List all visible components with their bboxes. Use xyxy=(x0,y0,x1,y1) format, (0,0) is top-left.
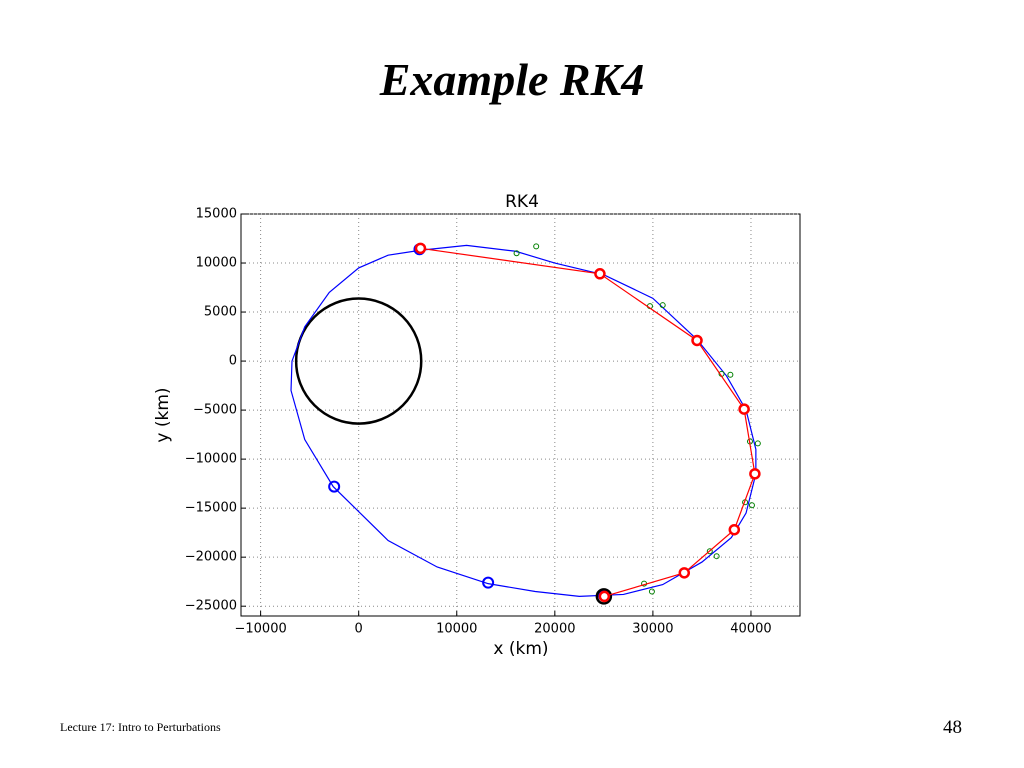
rk4-marker xyxy=(594,268,606,280)
earth xyxy=(294,297,423,425)
stage-marker xyxy=(727,371,734,378)
page-number: 48 xyxy=(943,717,962,738)
stage-marker xyxy=(533,243,540,250)
rk4-marker xyxy=(738,403,750,415)
orbit-line xyxy=(420,247,756,597)
x-axis-label: x (km) xyxy=(493,639,548,659)
y-tick-label: 10000 xyxy=(196,256,237,271)
stage-marker xyxy=(748,502,755,509)
stage-marker xyxy=(713,553,720,560)
y-tick-label: −25000 xyxy=(185,599,237,614)
y-tick-label: −5000 xyxy=(193,403,237,418)
y-axis-label: y (km) xyxy=(153,387,173,442)
slide-title: Example RK4 xyxy=(379,54,645,105)
x-tick-label: 40000 xyxy=(730,622,771,637)
y-tick-label: −20000 xyxy=(185,550,237,565)
start-marker xyxy=(595,588,613,605)
rk4-marker xyxy=(678,567,691,579)
y-tick-label: −10000 xyxy=(185,452,237,467)
y-tick-label: 15000 xyxy=(196,207,237,222)
stage-marker xyxy=(754,440,761,447)
x-tick-label: 0 xyxy=(355,622,363,637)
rk4-marker xyxy=(728,523,741,536)
blue-marker xyxy=(482,576,495,589)
plot-frame xyxy=(240,213,801,617)
rk4-marker xyxy=(414,242,427,255)
x-tick-label: −10000 xyxy=(234,622,286,637)
blue-marker xyxy=(328,480,341,493)
stage-marker xyxy=(648,588,655,595)
stage-marker xyxy=(659,302,666,309)
chart-title: RK4 xyxy=(505,192,539,212)
y-tick-label: 0 xyxy=(229,354,237,369)
y-tick-label: −15000 xyxy=(185,501,237,516)
stage-marker xyxy=(706,548,713,555)
x-tick-label: 20000 xyxy=(534,622,575,637)
footer: Lecture 17: Intro to Perturbations xyxy=(60,720,221,734)
orbit-line xyxy=(290,244,757,597)
x-tick-label: 10000 xyxy=(436,622,477,637)
stage-marker xyxy=(513,250,520,257)
x-tick-label: 30000 xyxy=(632,622,673,637)
rk4-marker xyxy=(691,334,703,347)
y-tick-label: 5000 xyxy=(204,305,237,320)
rk4-marker xyxy=(749,468,761,480)
rk4-marker xyxy=(598,590,611,603)
